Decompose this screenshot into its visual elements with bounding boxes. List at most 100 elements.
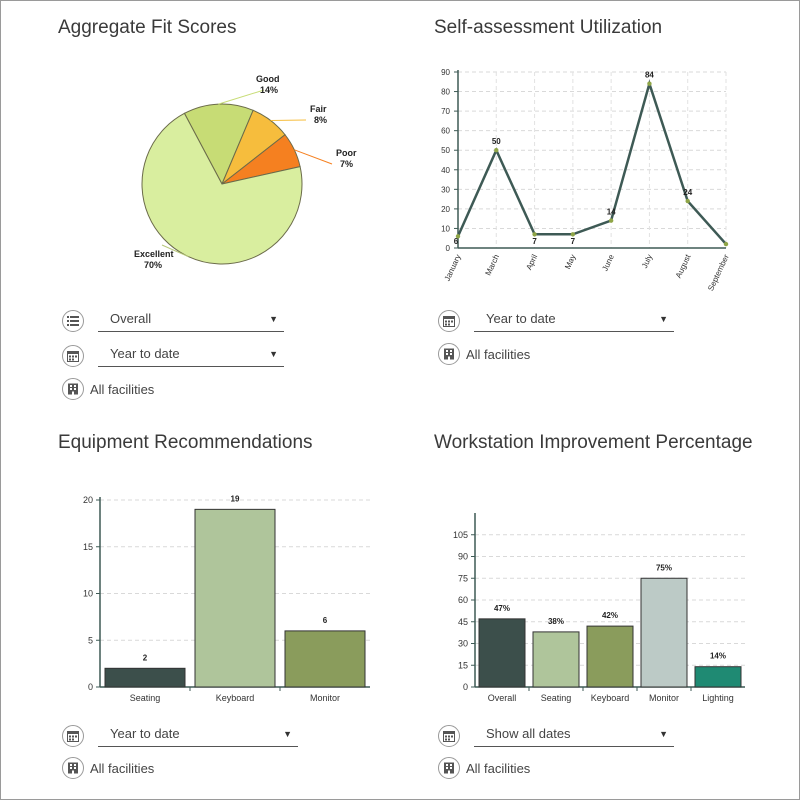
util-ytick-label: 40 (441, 166, 450, 175)
util-xtick-label: August (674, 252, 693, 279)
util-title: Self-assessment Utilization (434, 17, 663, 38)
improve-bar-lighting (694, 666, 742, 688)
list-icon[interactable] (62, 309, 84, 332)
caret-down-icon[interactable]: ▼ (269, 349, 278, 359)
pie-percent-good: 14% (260, 85, 278, 95)
calendar-icon[interactable] (438, 724, 460, 747)
calendar-icon[interactable] (438, 309, 460, 332)
util-xtick-label: April (524, 253, 539, 272)
util-xtick-label: January (443, 253, 463, 283)
util-value-label: 6 (454, 237, 459, 246)
fit-metric-control: Overall ▼ (62, 309, 284, 332)
improve-facility-control[interactable]: All facilities (438, 757, 530, 779)
equip-xtick-label: Monitor (310, 693, 340, 703)
pie-leader-poor (294, 149, 333, 165)
fit-date-dropdown[interactable]: Year to date ▼ (98, 344, 284, 367)
building-icon[interactable] (438, 343, 460, 365)
equip-facility-label[interactable]: All facilities (90, 760, 155, 776)
calendar-icon[interactable] (62, 724, 84, 747)
improve-xtick-label: Seating (541, 693, 572, 703)
improve-date-value: Show all dates (486, 726, 571, 741)
util-xtick-label: May (563, 253, 578, 271)
equip-bar-keyboard (194, 508, 276, 688)
pie-leader-good (218, 89, 265, 105)
caret-down-icon[interactable]: ▼ (659, 729, 668, 739)
util-point-may (570, 232, 576, 237)
util-value-label: 7 (571, 237, 576, 246)
improve-bar-monitor (640, 577, 688, 688)
building-icon[interactable] (62, 757, 84, 779)
equip-ytick-label: 15 (83, 542, 93, 552)
util-date-dropdown[interactable]: Year to date ▼ (474, 309, 674, 332)
improve-value-label: 75% (656, 563, 672, 572)
util-point-june (608, 218, 614, 223)
improve-ytick-label: 90 (458, 552, 468, 562)
pie-leader-fair (270, 119, 307, 121)
equip-bar-seating (104, 667, 186, 688)
caret-down-icon[interactable]: ▼ (269, 314, 278, 324)
equip-facility-control[interactable]: All facilities (62, 757, 154, 779)
fit-facility-control[interactable]: All facilities (62, 378, 154, 400)
improve-value-label: 42% (602, 611, 618, 620)
pie-percent-fair: 8% (314, 115, 327, 125)
fit-metric-dropdown[interactable]: Overall ▼ (98, 309, 284, 332)
pie-percent-excellent: 70% (144, 260, 162, 270)
equip-date-dropdown[interactable]: Year to date ▼ (98, 724, 298, 747)
calendar-icon[interactable] (62, 344, 84, 367)
util-value-label: 24 (683, 188, 692, 197)
improve-date-control: Show all dates ▼ (438, 724, 674, 747)
equip-ytick-label: 20 (83, 495, 93, 505)
building-icon[interactable] (438, 757, 460, 779)
equip-ytick-label: 10 (83, 589, 93, 599)
pie-label-fair: Fair (310, 104, 327, 114)
util-series-line (456, 79, 727, 245)
pie-leader-excellent (161, 244, 189, 258)
util-ytick-label: 70 (441, 107, 450, 116)
improve-xtick-label: Lighting (702, 693, 734, 703)
util-facility-label[interactable]: All facilities (466, 346, 531, 362)
util-value-label: 7 (532, 237, 537, 246)
util-date-value: Year to date (486, 311, 556, 326)
fit-facility-label[interactable]: All facilities (90, 381, 155, 397)
util-ytick-label: 0 (446, 244, 451, 253)
util-facility-control[interactable]: All facilities (438, 343, 530, 365)
improve-xtick-label: Keyboard (591, 693, 630, 703)
improve-value-label: 14% (710, 652, 726, 661)
equip-date-control: Year to date ▼ (62, 724, 298, 747)
improve-value-label: 47% (494, 604, 510, 613)
caret-down-icon[interactable]: ▼ (659, 314, 668, 324)
util-ytick-label: 10 (441, 224, 450, 233)
improve-ytick-label: 30 (458, 639, 468, 649)
util-ytick-label: 20 (441, 205, 450, 214)
equip-xtick-label: Keyboard (216, 693, 255, 703)
util-point-september (723, 241, 729, 247)
improve-ytick-label: 60 (458, 595, 468, 605)
util-ytick-label: 50 (441, 146, 450, 155)
improve-date-dropdown[interactable]: Show all dates ▼ (474, 724, 674, 747)
caret-down-icon[interactable]: ▼ (283, 729, 292, 739)
equip-value-label: 6 (323, 616, 328, 625)
improve-facility-label[interactable]: All facilities (466, 760, 531, 776)
pie-percent-poor: 7% (340, 159, 353, 169)
util-xtick-label: June (600, 253, 616, 273)
building-icon[interactable] (62, 378, 84, 400)
util-value-label: 14 (607, 208, 616, 217)
util-point-march (494, 148, 499, 153)
equip-value-label: 2 (143, 653, 148, 662)
equip-ytick-label: 0 (88, 682, 93, 692)
equip-bar-monitor (284, 630, 366, 688)
util-xtick-label: July (640, 253, 654, 270)
pie-label-good: Good (256, 74, 280, 84)
util-point-january (455, 234, 461, 239)
improve-ytick-label: 75 (458, 573, 468, 583)
util-line-chart: 0 10 20 30 40 50 60 70 80 90 6 January 50 March 7 April… (441, 68, 731, 292)
improve-xtick-label: Overall (488, 693, 517, 703)
improve-ytick-label: 0 (463, 682, 468, 692)
equip-bar-chart: 0 5 10 15 20 2 Seating 19 Keyboard 6 Monitor (83, 494, 370, 703)
improve-title: Workstation Improvement Percentage (434, 432, 753, 453)
improve-xtick-label: Monitor (649, 693, 679, 703)
fit-date-control: Year to date ▼ (62, 344, 284, 367)
fit-date-value: Year to date (110, 346, 180, 361)
improve-ytick-label: 45 (458, 617, 468, 627)
